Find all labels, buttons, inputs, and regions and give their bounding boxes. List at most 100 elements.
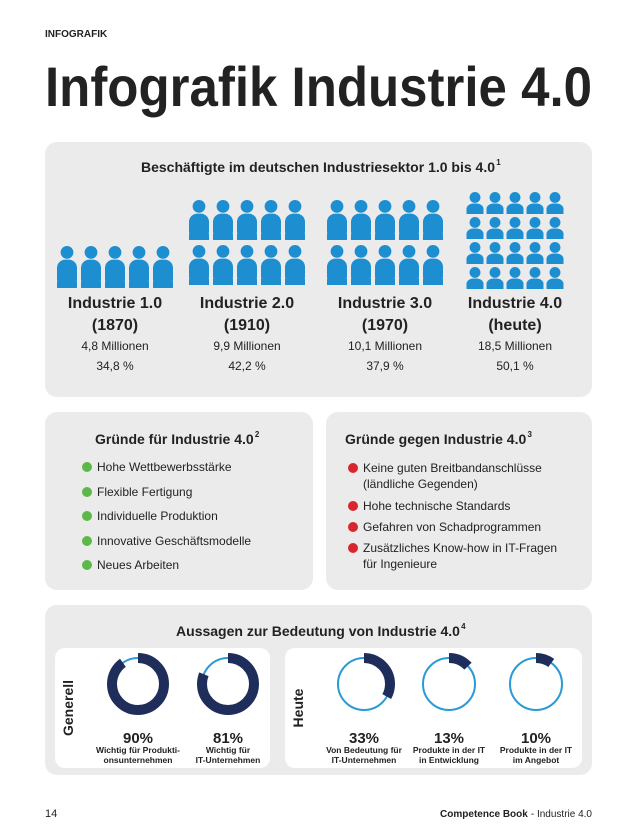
caption: IT-Unternehmen <box>332 755 397 765</box>
icon-body <box>546 258 564 264</box>
icon-body <box>423 213 443 240</box>
icon-body <box>486 233 504 239</box>
icon-head <box>240 200 254 213</box>
icon-head <box>378 200 392 213</box>
icon-body <box>351 258 371 285</box>
person-icon <box>526 267 544 289</box>
icon-body <box>189 258 209 285</box>
list-item: für Ingenieure <box>363 557 437 571</box>
caption: onsunternehmen <box>104 755 173 765</box>
icon-body <box>526 258 544 264</box>
person-icon <box>261 200 281 240</box>
icon-body <box>375 234 395 240</box>
person-icon <box>466 267 484 289</box>
icon-head <box>469 217 481 228</box>
icon-body <box>506 208 524 214</box>
panel-title: Gründe für Industrie 4.0 <box>95 431 254 447</box>
icon-head <box>330 245 344 258</box>
icon-body <box>466 283 484 289</box>
era-share: 34,8 % <box>96 359 134 373</box>
icon-body <box>81 282 101 288</box>
era-period: (1870) <box>92 317 138 334</box>
era-share: 37,9 % <box>366 359 404 373</box>
donut-arc <box>418 653 480 715</box>
person-icon <box>285 200 305 240</box>
icon-body <box>261 279 281 285</box>
icon-body <box>261 234 281 240</box>
list-item: Zusätzliches Know-how in IT-Fragen <box>363 541 557 555</box>
icon-body <box>213 213 233 240</box>
icon-body <box>486 208 504 214</box>
icon-body <box>285 279 305 285</box>
person-icon <box>466 192 484 214</box>
icon-head <box>469 242 481 253</box>
caption: Wichtig für <box>206 745 251 755</box>
icon-body <box>399 258 419 285</box>
era-share: 42,2 % <box>228 359 266 373</box>
donut-arc <box>505 653 567 715</box>
panel-title: Beschäftigte im deutschen Industriesekto… <box>141 159 495 175</box>
person-icon <box>327 245 347 285</box>
person-icon <box>546 217 564 239</box>
footnote-mark: 1 <box>496 158 501 167</box>
icon-body <box>466 208 484 214</box>
icon-body <box>423 234 443 240</box>
icon-head <box>288 200 302 213</box>
icon-body <box>399 213 419 240</box>
icon-head <box>549 192 561 203</box>
person-icon <box>526 192 544 214</box>
era-name: Industrie 2.0 <box>200 295 294 312</box>
icon-head <box>509 267 521 278</box>
percent-label: 33% <box>349 730 379 747</box>
list-item: Hohe technische Standards <box>363 499 510 513</box>
person-icon <box>526 242 544 264</box>
person-icon <box>351 245 371 285</box>
bullet <box>82 487 92 497</box>
icon-head <box>264 200 278 213</box>
icon-body <box>57 282 77 288</box>
icon-body <box>213 279 233 285</box>
era-period: (1910) <box>224 317 270 334</box>
era-employees: 9,9 Millionen <box>213 339 280 353</box>
group-label: Generell <box>60 680 76 736</box>
icon-body <box>213 258 233 285</box>
caption: im Angebot <box>513 755 560 765</box>
panel-title: Gründe gegen Industrie 4.0 <box>345 431 526 447</box>
icon-body <box>213 234 233 240</box>
era-employees: 18,5 Millionen <box>478 339 552 353</box>
footnote-mark: 3 <box>527 430 532 439</box>
person-icon <box>285 245 305 285</box>
icon-body <box>506 258 524 264</box>
person-icon <box>189 245 209 285</box>
icon-body <box>153 259 173 288</box>
list-item: Gefahren von Schadprogrammen <box>363 520 541 534</box>
icon-body <box>399 234 419 240</box>
icon-head <box>288 245 302 258</box>
list-item: Individuelle Produktion <box>97 509 218 523</box>
caption: Produkte in der IT <box>413 745 486 755</box>
icon-head <box>549 217 561 228</box>
list-item: Hohe Wettbewerbsstärke <box>97 460 232 474</box>
section-label: INFOGRAFIK <box>45 29 108 40</box>
panel <box>326 412 592 590</box>
list-item: Flexible Fertigung <box>97 485 192 499</box>
icon-body <box>423 279 443 285</box>
panel-title: Aussagen zur Bedeutung von Industrie 4.0 <box>176 623 460 639</box>
icon-head <box>192 200 206 213</box>
icon-head <box>108 246 122 259</box>
person-icon <box>213 245 233 285</box>
person-icon <box>375 245 395 285</box>
icon-body <box>466 233 484 239</box>
icon-head <box>529 217 541 228</box>
era-name: Industrie 3.0 <box>338 295 432 312</box>
icon-head <box>549 267 561 278</box>
page-title: Infografik Industrie 4.0 <box>45 55 592 118</box>
icon-body <box>327 279 347 285</box>
icon-body <box>129 259 149 288</box>
percent-label: 10% <box>521 730 551 747</box>
icon-head <box>469 267 481 278</box>
icon-head <box>426 245 440 258</box>
icon-body <box>237 213 257 240</box>
icon-head <box>529 242 541 253</box>
person-icon <box>546 267 564 289</box>
